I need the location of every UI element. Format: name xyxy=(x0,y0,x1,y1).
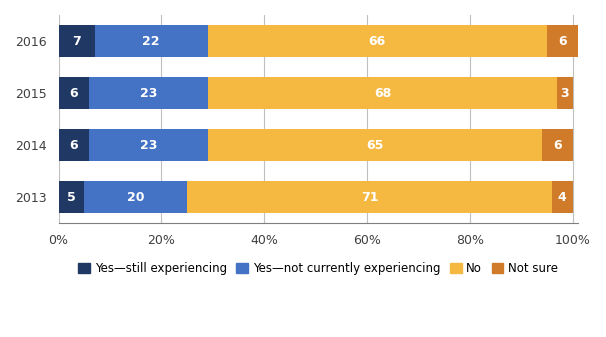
Bar xyxy=(59,181,84,213)
Text: 3: 3 xyxy=(561,87,569,99)
Text: 22: 22 xyxy=(142,34,160,48)
Bar xyxy=(90,77,208,109)
Bar xyxy=(208,77,557,109)
Text: 6: 6 xyxy=(558,34,567,48)
Bar xyxy=(59,25,95,57)
Text: 7: 7 xyxy=(72,34,81,48)
Text: 23: 23 xyxy=(140,87,157,99)
Text: 71: 71 xyxy=(361,191,378,204)
Text: 4: 4 xyxy=(558,191,567,204)
Text: 68: 68 xyxy=(374,87,391,99)
Bar xyxy=(208,129,542,161)
Text: 5: 5 xyxy=(67,191,76,204)
Text: 66: 66 xyxy=(368,34,386,48)
Legend: Yes—still experiencing, Yes—not currently experiencing, No, Not sure: Yes—still experiencing, Yes—not currentl… xyxy=(73,257,563,280)
Bar xyxy=(552,181,573,213)
Bar xyxy=(84,181,187,213)
Bar xyxy=(208,25,547,57)
Bar xyxy=(547,25,578,57)
Text: 6: 6 xyxy=(553,139,562,152)
Bar xyxy=(542,129,573,161)
Text: 23: 23 xyxy=(140,139,157,152)
Text: 20: 20 xyxy=(127,191,144,204)
Text: 65: 65 xyxy=(366,139,384,152)
Bar xyxy=(59,77,90,109)
Bar xyxy=(187,181,552,213)
Text: 6: 6 xyxy=(70,139,78,152)
Text: 6: 6 xyxy=(70,87,78,99)
Bar xyxy=(90,129,208,161)
Bar xyxy=(95,25,208,57)
Bar xyxy=(59,129,90,161)
Bar xyxy=(557,77,573,109)
